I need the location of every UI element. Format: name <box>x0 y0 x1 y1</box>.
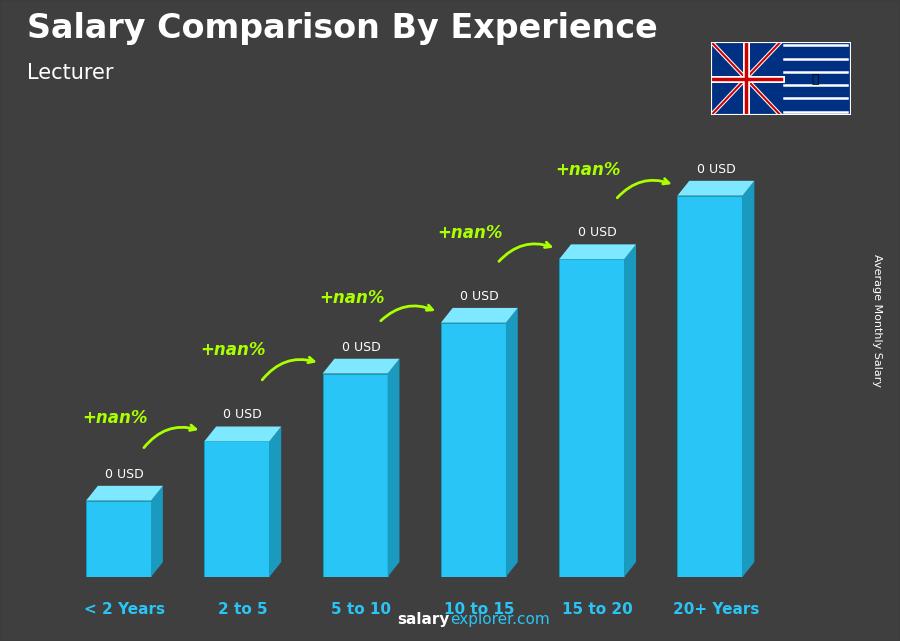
Text: +nan%: +nan% <box>555 161 621 179</box>
Polygon shape <box>151 486 163 577</box>
Bar <box>559 259 625 577</box>
Text: 15 to 20: 15 to 20 <box>562 603 633 617</box>
Text: 0 USD: 0 USD <box>342 340 381 354</box>
Text: explorer.com: explorer.com <box>450 612 550 627</box>
Polygon shape <box>86 486 163 501</box>
Text: Lecturer: Lecturer <box>27 63 113 83</box>
Text: 5 to 10: 5 to 10 <box>331 603 391 617</box>
Text: Average Monthly Salary: Average Monthly Salary <box>872 254 883 387</box>
Text: salary: salary <box>398 612 450 627</box>
Text: Salary Comparison By Experience: Salary Comparison By Experience <box>27 12 658 45</box>
Bar <box>678 196 742 577</box>
Text: 0 USD: 0 USD <box>223 408 262 421</box>
Bar <box>441 322 506 577</box>
Text: 0 USD: 0 USD <box>578 226 617 239</box>
Polygon shape <box>678 181 754 196</box>
Text: +nan%: +nan% <box>319 288 384 306</box>
Polygon shape <box>742 181 754 577</box>
Bar <box>322 374 388 577</box>
Polygon shape <box>204 426 281 442</box>
Polygon shape <box>269 426 281 577</box>
Text: +nan%: +nan% <box>82 408 148 426</box>
Text: < 2 Years: < 2 Years <box>84 603 165 617</box>
Text: +nan%: +nan% <box>201 341 266 359</box>
Text: 10 to 15: 10 to 15 <box>444 603 515 617</box>
Text: +nan%: +nan% <box>437 224 502 242</box>
Polygon shape <box>506 308 518 577</box>
Polygon shape <box>559 244 636 259</box>
Bar <box>86 501 151 577</box>
Text: 0 USD: 0 USD <box>105 468 144 481</box>
Text: 🌴: 🌴 <box>812 74 819 87</box>
Polygon shape <box>625 244 636 577</box>
Text: 0 USD: 0 USD <box>460 290 499 303</box>
Polygon shape <box>322 359 400 374</box>
Text: 0 USD: 0 USD <box>697 163 735 176</box>
Text: 2 to 5: 2 to 5 <box>218 603 267 617</box>
Bar <box>204 442 269 577</box>
Polygon shape <box>388 359 400 577</box>
Polygon shape <box>441 308 518 322</box>
Text: 20+ Years: 20+ Years <box>672 603 759 617</box>
